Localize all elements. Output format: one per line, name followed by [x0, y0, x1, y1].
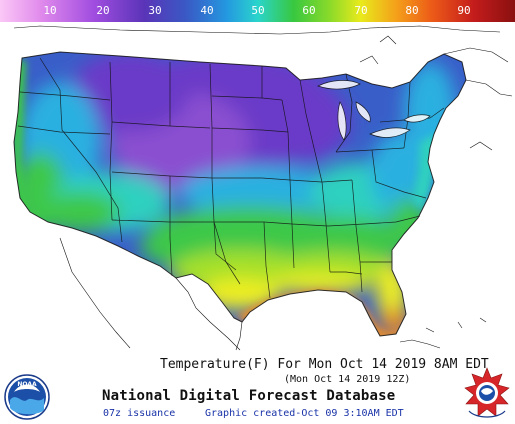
database-name: National Digital Forecast Database — [102, 388, 396, 404]
noaa-logo-text: NOAA — [17, 381, 37, 388]
scale-label: 20 — [96, 4, 110, 17]
temperature-fill — [14, 52, 466, 336]
outside-boundaries — [13, 25, 513, 351]
scale-label: 30 — [148, 4, 162, 17]
scale-label: 70 — [354, 4, 368, 17]
nws-logo — [464, 367, 510, 418]
state-boundaries — [13, 51, 467, 337]
map-subtitle: (Mon Oct 14 2019 12Z) — [284, 374, 411, 385]
temperature-color-scale — [0, 0, 515, 22]
scale-label: 10 — [43, 4, 57, 17]
scale-label: 40 — [200, 4, 214, 17]
created-text: Graphic created-Oct 09 3:10AM EDT — [205, 408, 404, 419]
scale-label: 80 — [405, 4, 419, 17]
issuance-text: 07z issuance — [103, 408, 176, 419]
scale-label: 50 — [251, 4, 265, 17]
noaa-logo: NOAA — [4, 374, 50, 420]
temperature-map — [0, 22, 515, 352]
scale-labels: 10 20 30 40 50 60 70 80 90 — [0, 0, 515, 22]
scale-label: 60 — [302, 4, 316, 17]
scale-label: 90 — [457, 4, 471, 17]
map-title: Temperature(F) For Mon Oct 14 2019 8AM E… — [160, 357, 489, 372]
